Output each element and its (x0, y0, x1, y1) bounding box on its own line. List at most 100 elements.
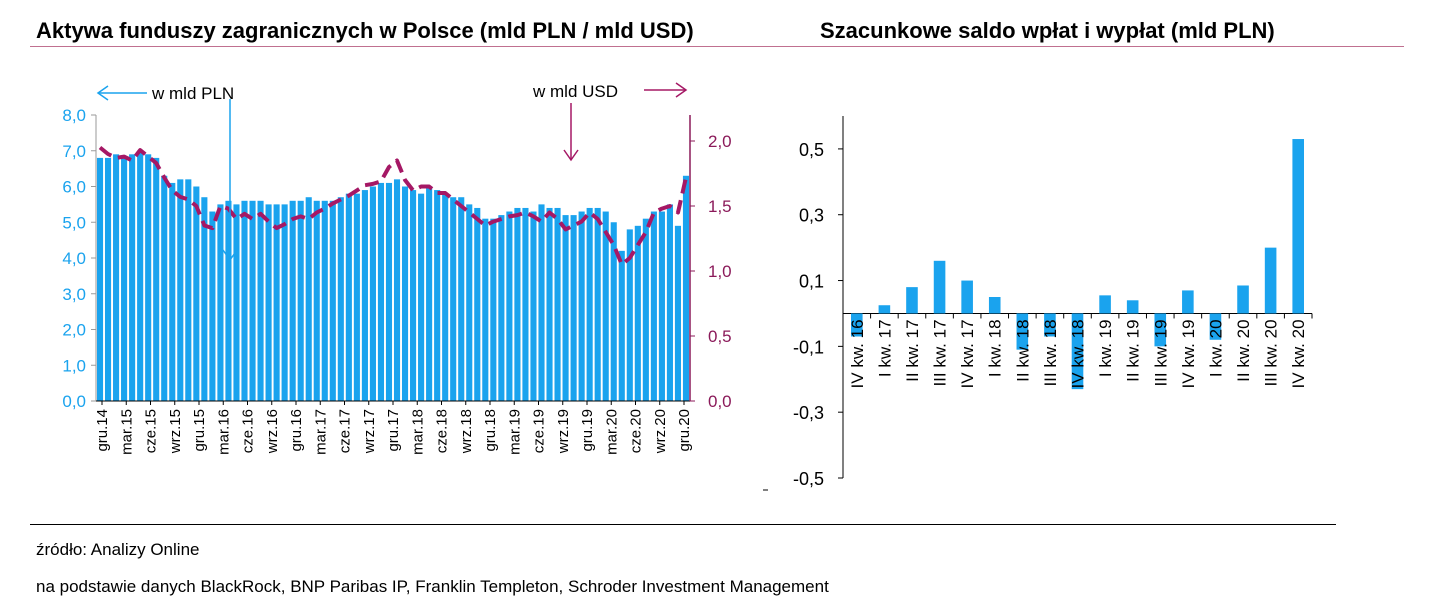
pln-bar (482, 218, 489, 401)
pln-bar (610, 222, 617, 401)
pln-bar (113, 154, 120, 401)
pln-bar (401, 186, 409, 401)
pln-bar (329, 200, 336, 401)
pln-bar (666, 204, 673, 402)
pln-bar (209, 211, 216, 401)
right-chart-title: Szacunkowe saldo wpłat i wypłat (mld PLN… (820, 18, 1275, 43)
flow-bar (1016, 313, 1029, 350)
pln-bar (241, 200, 248, 401)
pln-bar (145, 154, 152, 401)
flow-bar (1071, 313, 1084, 390)
x-tick-label: gru.19 (579, 409, 596, 452)
pln-bar (225, 200, 232, 401)
usd-unit-label: w mld USD (532, 82, 618, 101)
flows-y-tick-label: 0,1 (799, 272, 824, 292)
x-tick-label: cze.15 (143, 409, 160, 453)
pln-bar (257, 200, 264, 401)
left-y-tick-label: 5,0 (62, 213, 86, 232)
x-tick-label: cze.17 (337, 409, 354, 453)
flow-bar (1099, 295, 1111, 314)
pln-bar (305, 197, 312, 401)
x-tick-label: mar.20 (603, 409, 620, 455)
flows-y-tick-label: 0,5 (799, 140, 824, 160)
flow-bar (1044, 313, 1056, 337)
pln-bar (538, 204, 545, 402)
pln-bar (249, 200, 256, 401)
pln-bar (530, 211, 537, 401)
flows-x-tick-label: I kw. 17 (875, 319, 894, 377)
pln-bar (321, 200, 328, 401)
pln-bar (177, 179, 184, 401)
x-tick-label: mar.16 (215, 409, 232, 455)
pln-bar (594, 207, 601, 401)
flows-x-tick-label: IV kw. 17 (958, 319, 977, 388)
x-tick-label: gru.20 (676, 409, 693, 452)
left-y-tick-label: 4,0 (62, 249, 86, 268)
pln-bar (201, 197, 208, 401)
left-y-tick-label: 3,0 (62, 285, 86, 304)
left-y-tick-label: 2,0 (62, 321, 86, 340)
pln-unit-label: w mld PLN (151, 84, 234, 103)
x-tick-label: wrz.16 (264, 409, 281, 454)
flow-bar (1209, 313, 1222, 340)
pln-bar (393, 179, 401, 401)
right-y-tick-label: 1,0 (708, 262, 732, 281)
pln-bar (554, 207, 561, 401)
pln-bar (674, 225, 682, 401)
pln-bar (169, 182, 176, 401)
x-tick-label: wrz.20 (652, 409, 669, 454)
flow-bar (851, 313, 863, 337)
flows-x-tick-label: I kw. 20 (1206, 319, 1225, 377)
flows-x-tick-label: III kw. 17 (931, 319, 950, 386)
pln-bar (233, 204, 240, 402)
pln-bar (121, 157, 128, 401)
flows-x-tick-label: IV kw. 19 (1179, 319, 1198, 388)
pln-bar (345, 193, 352, 401)
pln-bar (682, 175, 690, 401)
x-tick-label: mar.15 (118, 409, 135, 455)
left-y-tick-label: 1,0 (62, 356, 86, 375)
x-tick-label: wrz.19 (555, 409, 572, 454)
right-y-tick-label: 0,0 (708, 392, 732, 411)
right-y-tick-label: 1,5 (708, 197, 732, 216)
x-tick-label: wrz.17 (361, 409, 378, 454)
x-tick-label: mar.18 (409, 409, 426, 455)
right-y-tick-label: 2,0 (708, 132, 732, 151)
left-y-tick-label: 6,0 (62, 178, 86, 197)
left-y-tick-label: 8,0 (62, 106, 86, 125)
usd-arrow-right (644, 82, 688, 98)
flow-bar (1154, 313, 1167, 347)
pln-bar (265, 204, 272, 402)
flow-bar (1182, 290, 1194, 314)
flow-bar (878, 305, 891, 314)
x-tick-label: cze.20 (628, 409, 645, 453)
flows-x-tick-label: III kw. 18 (1041, 319, 1060, 386)
usd-line (98, 145, 688, 267)
pln-bar (634, 225, 641, 401)
pln-bar (546, 207, 553, 401)
pln-bar (385, 182, 393, 401)
x-tick-label: gru.14 (94, 409, 111, 452)
pln-bar (313, 200, 320, 401)
title-divider (30, 46, 1404, 47)
pln-bar (153, 157, 160, 401)
pln-bar (506, 211, 513, 401)
flows-y-tick-label: -0,1 (793, 337, 824, 357)
pln-bar (185, 179, 192, 401)
x-tick-label: gru.16 (288, 409, 305, 452)
pln-bar (466, 204, 473, 402)
pln-bar (281, 204, 288, 402)
pln-bar (361, 190, 368, 401)
pln-bar (297, 200, 304, 401)
flows-x-tick-label: IV kw. 16 (848, 319, 867, 388)
flows-y-tick-label: -0,3 (793, 403, 824, 423)
flow-bar (1264, 247, 1277, 314)
pln-bar (337, 197, 344, 401)
pln-bar (369, 186, 376, 401)
pln-bar (626, 229, 633, 401)
x-tick-label: wrz.15 (167, 409, 184, 454)
pln-bar (586, 207, 593, 401)
usd-arrow-down (563, 103, 579, 162)
flow-bar (1237, 285, 1249, 314)
flows-x-tick-label: II kw. 18 (1013, 319, 1032, 381)
